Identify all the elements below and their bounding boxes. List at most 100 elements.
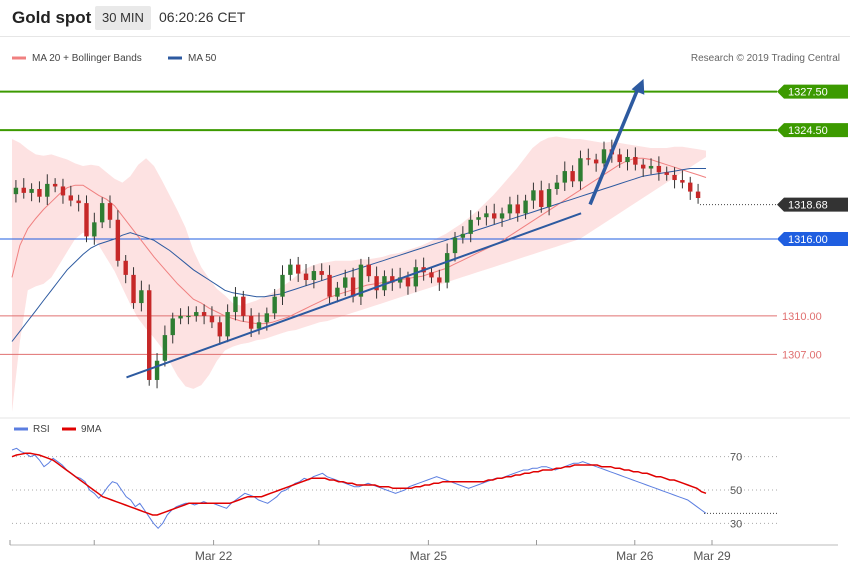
x-tick-label-1: Mar 25 bbox=[410, 549, 448, 563]
candle-body bbox=[656, 165, 662, 173]
candle-body bbox=[233, 296, 238, 313]
candle-body bbox=[484, 213, 489, 218]
candle-body bbox=[123, 260, 128, 275]
candle-body bbox=[382, 276, 387, 291]
x-tick-label-3: Mar 29 bbox=[693, 549, 731, 563]
candle-body bbox=[209, 315, 215, 323]
candle-body bbox=[680, 180, 685, 183]
candle-body bbox=[303, 273, 309, 281]
candle-body bbox=[531, 190, 536, 201]
candle-body bbox=[170, 318, 175, 336]
candle-body bbox=[115, 219, 121, 261]
candle-body bbox=[288, 264, 293, 275]
candle-body bbox=[640, 164, 646, 169]
x-axis-ticks: Mar 22 Mar 25 Mar 26 Mar 29 bbox=[9, 540, 731, 563]
x-tick-label-2: Mar 26 bbox=[616, 549, 654, 563]
candle-body bbox=[272, 296, 277, 314]
level-label-1316.00: 1316.00 bbox=[788, 234, 828, 246]
projection-arrow-head bbox=[631, 78, 645, 95]
candle-body bbox=[131, 274, 136, 304]
candle-body bbox=[664, 172, 669, 175]
candle-body bbox=[507, 204, 513, 214]
level-tag-1316.00 bbox=[777, 232, 848, 246]
candle-body bbox=[586, 158, 591, 160]
candle-body bbox=[468, 219, 473, 234]
rsi-legend: RSI 9MA bbox=[14, 424, 102, 435]
candle-body bbox=[578, 158, 583, 182]
legend-ma20-label: MA 20 + Bollinger Bands bbox=[32, 53, 142, 64]
legend-ma50-label: MA 50 bbox=[188, 53, 217, 64]
candle-body bbox=[413, 267, 419, 287]
timestamp: 06:20:26 CET bbox=[159, 9, 246, 25]
candle-body bbox=[76, 200, 81, 204]
candle-body bbox=[264, 313, 270, 323]
candle-body bbox=[601, 149, 607, 164]
candles bbox=[13, 139, 701, 389]
candle-body bbox=[92, 222, 97, 237]
candle-body bbox=[60, 186, 66, 196]
level-label-1318.68: 1318.68 bbox=[788, 200, 828, 212]
candle-body bbox=[186, 315, 191, 318]
candle-body bbox=[335, 287, 340, 297]
candle-body bbox=[633, 156, 638, 165]
candle-body bbox=[476, 217, 481, 220]
candle-body bbox=[154, 360, 160, 380]
level-label-1327.50: 1327.50 bbox=[788, 87, 828, 99]
candle-body bbox=[217, 322, 222, 337]
rsi-tick-30: 30 bbox=[730, 518, 742, 530]
candle-body bbox=[99, 203, 105, 223]
candle-body bbox=[256, 322, 262, 329]
candle-body bbox=[350, 277, 356, 297]
projection-arrow-shaft bbox=[588, 84, 642, 206]
candle-body bbox=[539, 190, 544, 207]
rsi-tick-50: 50 bbox=[730, 485, 742, 497]
copyright-text: Research © 2019 Trading Central bbox=[691, 53, 840, 64]
candle-body bbox=[390, 276, 395, 283]
candle-body bbox=[52, 183, 58, 187]
header-bar: Gold spot 30 MIN 06:20:26 CET bbox=[0, 0, 850, 37]
candle-body bbox=[162, 335, 168, 361]
candle-body bbox=[319, 271, 324, 275]
rsi-panel: 30 50 70 bbox=[11, 447, 777, 530]
main-legend: MA 20 + Bollinger Bands MA 50 bbox=[12, 53, 217, 64]
candle-body bbox=[695, 191, 701, 198]
timeframe-button[interactable]: 30 MIN bbox=[95, 6, 151, 30]
rsi-tick-70: 70 bbox=[730, 452, 742, 464]
candle-body bbox=[13, 187, 19, 195]
candle-body bbox=[546, 189, 552, 207]
candle-body bbox=[405, 277, 411, 287]
level-tag-1327.50 bbox=[777, 84, 848, 99]
candle-body bbox=[21, 187, 26, 193]
candle-body bbox=[444, 253, 450, 283]
candle-body bbox=[178, 315, 183, 319]
candle-body bbox=[295, 264, 301, 274]
candle-body bbox=[499, 213, 505, 219]
candle-body bbox=[311, 271, 317, 281]
level-label-1310.00: 1310.00 bbox=[782, 311, 822, 323]
candle-body bbox=[672, 174, 677, 181]
candle-body bbox=[617, 154, 622, 163]
rsi-ma-line bbox=[11, 452, 707, 516]
candle-body bbox=[194, 312, 199, 316]
ma9-legend-label: 9MA bbox=[81, 424, 102, 435]
price-levels bbox=[0, 90, 777, 355]
candle-body bbox=[688, 182, 693, 192]
candle-body bbox=[570, 171, 575, 182]
candle-body bbox=[248, 315, 254, 329]
candle-body bbox=[343, 277, 348, 288]
support-trendline bbox=[126, 212, 582, 379]
trendlines bbox=[126, 78, 645, 379]
candle-body bbox=[37, 189, 42, 197]
candle-body bbox=[452, 237, 458, 254]
candle-body bbox=[437, 277, 442, 283]
candle-body bbox=[554, 182, 560, 190]
candle-body bbox=[648, 165, 654, 169]
rsi-line bbox=[11, 447, 707, 530]
level-tag-1324.50 bbox=[777, 123, 848, 138]
candle-body bbox=[366, 264, 371, 277]
candle-body bbox=[492, 213, 497, 219]
level-labels: 1327.50 1324.50 1318.68 1316.00 1310.00 1307.… bbox=[777, 84, 848, 361]
level-label-1324.50: 1324.50 bbox=[788, 125, 828, 137]
